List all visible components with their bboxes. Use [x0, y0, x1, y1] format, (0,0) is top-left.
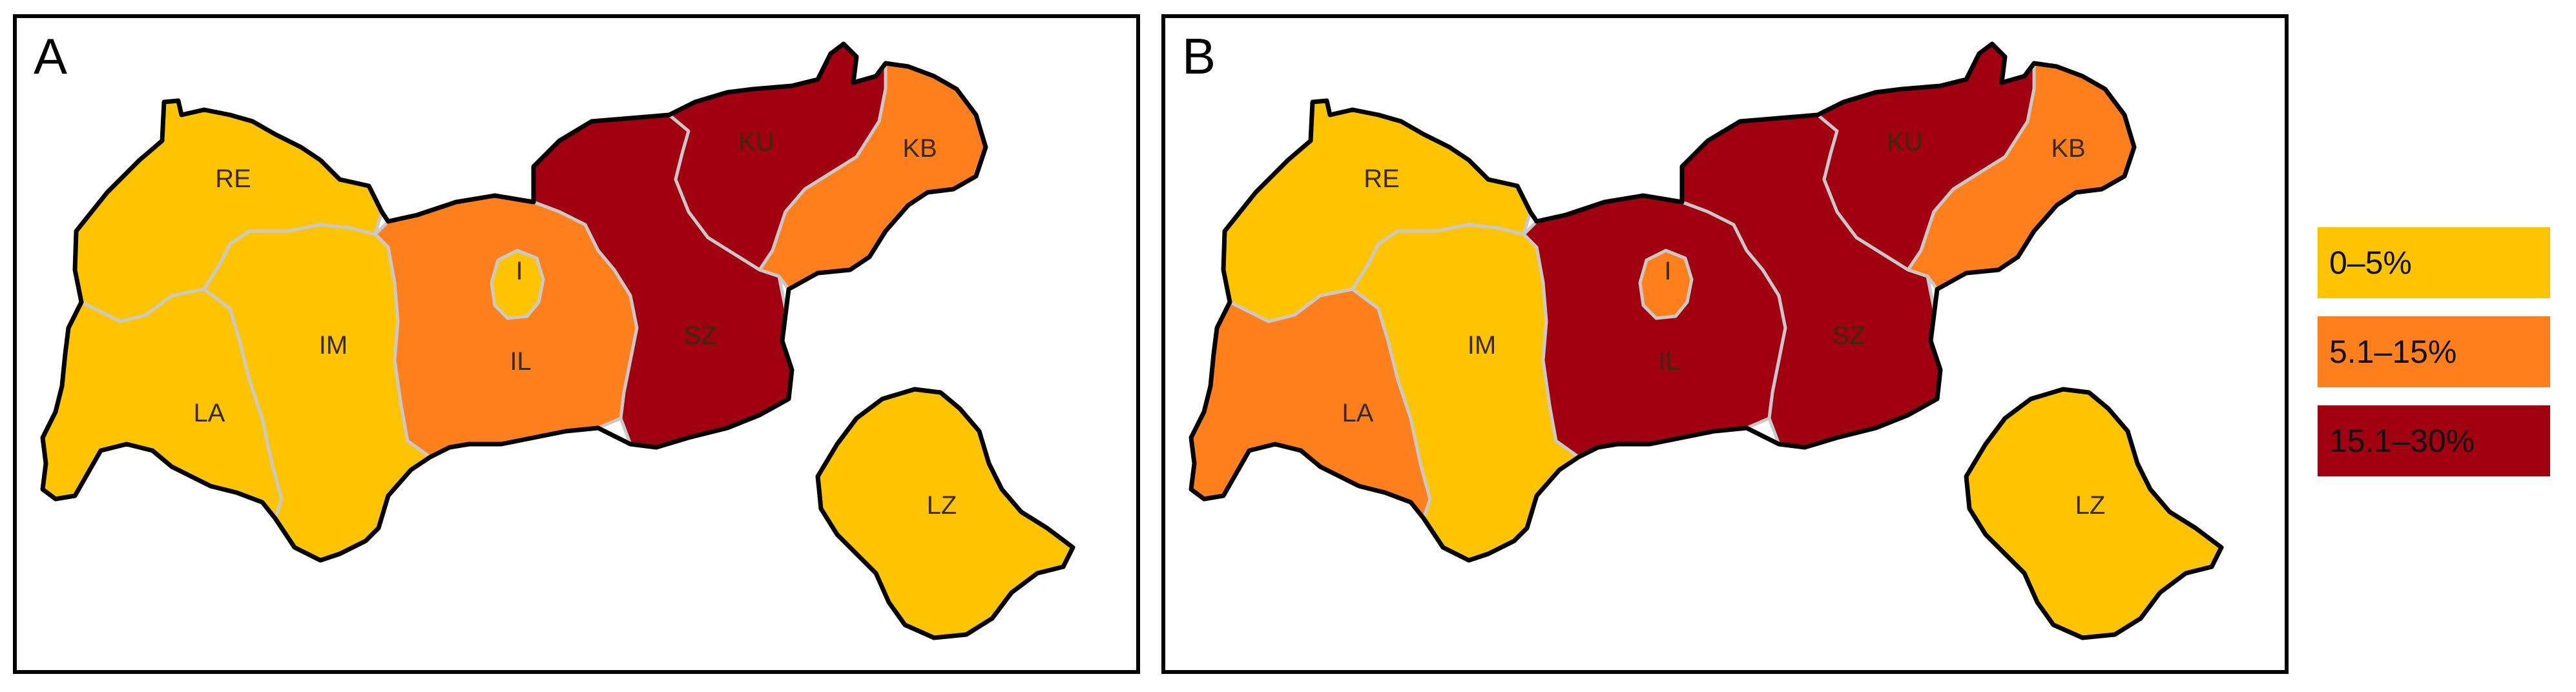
region-i	[1638, 249, 1694, 320]
lz-outline	[815, 387, 1075, 640]
map-b: RE LA IM IL SZ KU KB LZ I	[1189, 41, 2224, 640]
region-label-il: IL	[510, 347, 531, 376]
legend-item-mid: 5.1–15%	[2318, 316, 2550, 387]
region-i	[490, 249, 545, 320]
region-label-i: I	[1664, 257, 1671, 285]
legend-item-high: 15.1–30%	[2318, 405, 2550, 476]
legend: 0–5% 5.1–15% 15.1–30%	[2318, 227, 2550, 494]
region-label-lz: LZ	[927, 491, 957, 520]
panel-label-a: A	[34, 28, 68, 85]
region-label-im: IM	[1468, 331, 1496, 360]
province-outline	[1189, 41, 2137, 563]
region-label-ku: KU	[738, 128, 774, 156]
region-label-im: IM	[319, 331, 348, 360]
region-label-lz: LZ	[2075, 491, 2106, 520]
legend-label-high: 15.1–30%	[2329, 423, 2475, 459]
map-panel-b: B RE LA IM IL SZ KU KB LZ I	[1161, 14, 2289, 674]
map-panel-a: A RE LA IM IL SZ KU KB LZ I	[13, 14, 1140, 674]
region-label-i: I	[515, 257, 523, 285]
region-label-il: IL	[1658, 347, 1679, 376]
region-label-sz: SZ	[683, 321, 716, 350]
legend-item-low: 0–5%	[2318, 227, 2550, 298]
region-label-re: RE	[215, 165, 251, 193]
region-label-la: LA	[194, 399, 225, 427]
panel-label-b: B	[1182, 28, 1216, 85]
legend-label-low: 0–5%	[2329, 245, 2412, 281]
region-label-sz: SZ	[1832, 321, 1865, 350]
lz-outline	[1964, 387, 2224, 640]
region-label-kb: KB	[902, 134, 937, 163]
map-a: RE LA IM IL SZ KU KB LZ I	[40, 41, 1075, 640]
region-label-ku: KU	[1887, 128, 1923, 156]
region-label-kb: KB	[2051, 134, 2085, 163]
region-label-re: RE	[1364, 165, 1400, 193]
province-outline	[40, 41, 988, 563]
legend-label-mid: 5.1–15%	[2329, 334, 2457, 370]
region-label-la: LA	[1342, 399, 1374, 427]
